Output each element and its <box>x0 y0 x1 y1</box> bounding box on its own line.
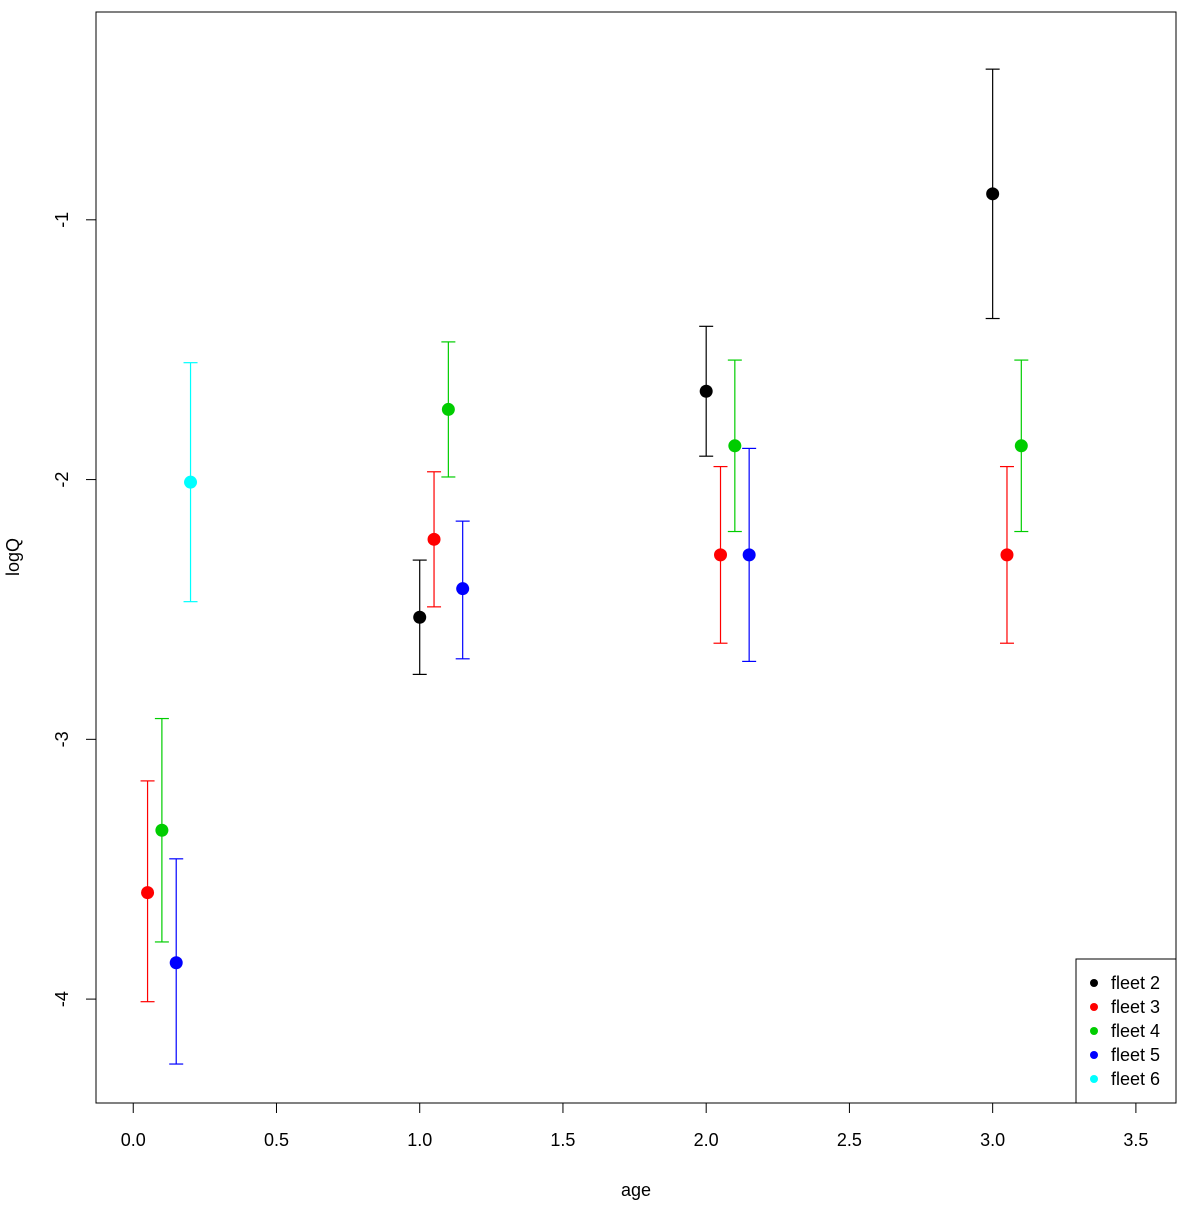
legend-label: fleet 6 <box>1111 1069 1160 1089</box>
legend-label: fleet 5 <box>1111 1045 1160 1065</box>
legend-label: fleet 2 <box>1111 973 1160 993</box>
x-tick-label: 1.5 <box>550 1130 575 1150</box>
legend-marker <box>1090 1075 1098 1083</box>
x-tick-label: 0.0 <box>121 1130 146 1150</box>
y-tick-label: -4 <box>52 991 72 1007</box>
data-point <box>699 384 713 398</box>
series-fleet-3 <box>140 465 1014 1003</box>
legend-item: fleet 4 <box>1090 1021 1160 1041</box>
data-point <box>413 610 427 624</box>
data-point <box>742 548 756 562</box>
data-point <box>1000 548 1014 562</box>
data-point <box>169 956 183 970</box>
x-tick-label: 2.5 <box>837 1130 862 1150</box>
series-fleet-2 <box>412 68 1000 675</box>
data-point <box>986 187 1000 201</box>
x-tick-label: 3.0 <box>980 1130 1005 1150</box>
series-fleet-4 <box>154 341 1029 943</box>
data-point <box>141 886 155 900</box>
x-tick-label: 2.0 <box>694 1130 719 1150</box>
plot-frame <box>95 11 1177 1104</box>
data-point <box>1014 439 1028 453</box>
x-tick-label: 0.5 <box>264 1130 289 1150</box>
legend-marker <box>1090 979 1098 987</box>
legend-label: fleet 3 <box>1111 997 1160 1017</box>
x-axis-label: age <box>621 1180 651 1200</box>
y-axis: -4 -3 -2 -1 <box>52 212 97 1007</box>
x-tick-label: 1.0 <box>407 1130 432 1150</box>
legend: fleet 2 fleet 3 fleet 4 fleet 5 fleet 6 <box>1075 958 1177 1104</box>
legend-item: fleet 6 <box>1090 1069 1160 1089</box>
data-point <box>155 823 169 837</box>
series-fleet-6 <box>183 362 198 603</box>
y-tick-label: -1 <box>52 212 72 228</box>
y-tick-label: -2 <box>52 472 72 488</box>
data-point <box>441 402 455 416</box>
data-point <box>184 475 198 489</box>
data-point <box>714 548 728 562</box>
x-tick-label: 3.5 <box>1123 1130 1148 1150</box>
legend-item: fleet 3 <box>1090 997 1160 1017</box>
series-fleet-5 <box>169 447 757 1065</box>
data-point <box>728 439 742 453</box>
legend-label: fleet 4 <box>1111 1021 1160 1041</box>
legend-marker <box>1090 1051 1098 1059</box>
legend-item: fleet 2 <box>1090 973 1160 993</box>
y-axis-label: logQ <box>3 538 23 576</box>
data-marks <box>140 68 1029 1065</box>
x-axis: 0.0 0.5 1.0 1.5 2.0 2.5 3.0 3.5 <box>121 1102 1148 1150</box>
y-tick-label: -3 <box>52 731 72 747</box>
data-point <box>427 532 441 546</box>
legend-marker <box>1090 1027 1098 1035</box>
data-point <box>456 582 470 596</box>
legend-item: fleet 5 <box>1090 1045 1160 1065</box>
legend-marker <box>1090 1003 1098 1011</box>
